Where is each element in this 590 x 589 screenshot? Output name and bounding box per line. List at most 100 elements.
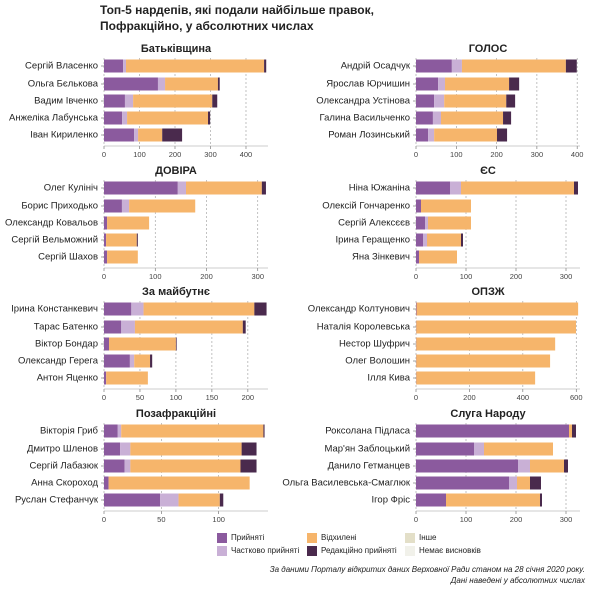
bar-segment (428, 128, 435, 142)
category-label: Сергій Власенко (25, 61, 98, 72)
bar-segment (572, 424, 576, 438)
bar-segment (503, 111, 512, 125)
panel-title: ДОВІРА (155, 165, 197, 177)
bar-segment (136, 233, 138, 247)
bar-segment (416, 371, 536, 385)
category-label: Олександр Колтунович (308, 304, 410, 315)
x-tick-label: 100 (460, 515, 473, 524)
bar-segment (474, 442, 484, 456)
bar-segment (138, 128, 163, 142)
bar-segment (428, 216, 471, 230)
category-label: Олег Волошин (345, 356, 410, 367)
bar-segment (440, 111, 504, 125)
bar-segment (104, 111, 123, 125)
title-line: Пофракційно, у абсолютних числах (100, 19, 314, 33)
bar-segment (416, 77, 439, 91)
bar-segment (434, 128, 497, 142)
x-tick-label: 400 (240, 150, 253, 159)
category-label: Вадим Івченко (34, 96, 98, 107)
bar-segment (104, 302, 132, 316)
category-label: Андрій Осадчук (341, 61, 411, 72)
bar-segment (107, 216, 150, 230)
x-tick-label: 200 (169, 150, 182, 159)
bar-segment (506, 94, 516, 108)
x-tick-label: 0 (414, 272, 418, 281)
bar-segment (419, 250, 457, 264)
category-label: Руслан Стефанчук (15, 495, 99, 506)
bar-segment (104, 493, 161, 507)
bar-segment (106, 371, 148, 385)
bar-segment (261, 181, 266, 195)
bar-segment (157, 77, 166, 91)
bar-segment (416, 302, 579, 316)
bar-segment (186, 181, 262, 195)
legend-swatch (405, 533, 415, 543)
bar-segment (208, 111, 211, 125)
bar-segment (242, 320, 246, 334)
bar-segment (104, 371, 107, 385)
category-label: Яна Зінкевич (352, 252, 410, 263)
x-tick-label: 50 (157, 515, 165, 524)
x-tick-label: 150 (206, 393, 219, 402)
category-label: Ярослав Юрчишин (326, 79, 410, 90)
bar-segment (150, 354, 153, 368)
bar-segment (120, 442, 131, 456)
bar-segment (438, 77, 446, 91)
bar-segment (461, 59, 566, 73)
bar-segment (416, 128, 429, 142)
bar-segment (130, 459, 241, 473)
x-tick-label: 600 (570, 393, 583, 402)
category-label: Нестор Шуфрич (339, 339, 410, 350)
legend-swatch (217, 546, 227, 556)
bar-segment (416, 442, 474, 456)
category-label: Анна Скороход (31, 478, 98, 489)
bar-segment (416, 59, 452, 73)
category-label: Дмитро Шленов (27, 444, 98, 455)
x-tick-label: 400 (571, 150, 584, 159)
legend-label: Редакційно прийняті (321, 546, 397, 555)
x-tick-label: 100 (133, 150, 146, 159)
x-tick-label: 200 (242, 393, 255, 402)
x-tick-label: 0 (102, 393, 106, 402)
x-tick-label: 200 (490, 150, 503, 159)
bar-segment (241, 442, 257, 456)
bar-segment (122, 111, 128, 125)
x-tick-label: 200 (200, 272, 213, 281)
category-label: Сергій Вельможний (11, 235, 98, 246)
bar-segment (416, 233, 423, 247)
category-label: Борис Приходько (21, 201, 98, 212)
category-label: Мар'ян Заблоцький (324, 444, 410, 455)
bar-segment (509, 77, 520, 91)
legend-label: Немає висновків (419, 546, 481, 555)
bar-segment (416, 199, 421, 213)
bar-segment (423, 233, 427, 247)
x-tick-label: 50 (136, 393, 144, 402)
bar-segment (106, 233, 137, 247)
category-label: Ольга Бєлькова (28, 79, 99, 90)
bar-segment (530, 476, 541, 490)
bar-segment (421, 199, 471, 213)
bar-segment (450, 181, 461, 195)
panel-title: За майбутнє (142, 286, 210, 298)
bar-segment (126, 59, 265, 73)
bar-segment (160, 493, 179, 507)
category-label: Антон Яценко (37, 373, 98, 384)
bar-segment (451, 59, 462, 73)
category-label: Галина Васильченко (320, 113, 410, 124)
bar-segment (104, 94, 125, 108)
bar-segment (104, 216, 108, 230)
bar-segment (461, 181, 574, 195)
bar-segment (104, 77, 158, 91)
bar-segment (121, 199, 130, 213)
category-label: Олександр Герега (18, 356, 99, 367)
bar-segment (104, 459, 125, 473)
bar-segment (127, 111, 209, 125)
category-label: Вікторія Гриб (40, 426, 99, 437)
bar-segment (123, 59, 127, 73)
bar-segment (130, 442, 242, 456)
bar-segment (496, 128, 508, 142)
bar-segment (444, 94, 507, 108)
panel-title: Позафракційні (136, 408, 216, 420)
category-label: Ігор Фріс (372, 495, 411, 506)
panel-title: Слуга Народу (450, 408, 526, 420)
